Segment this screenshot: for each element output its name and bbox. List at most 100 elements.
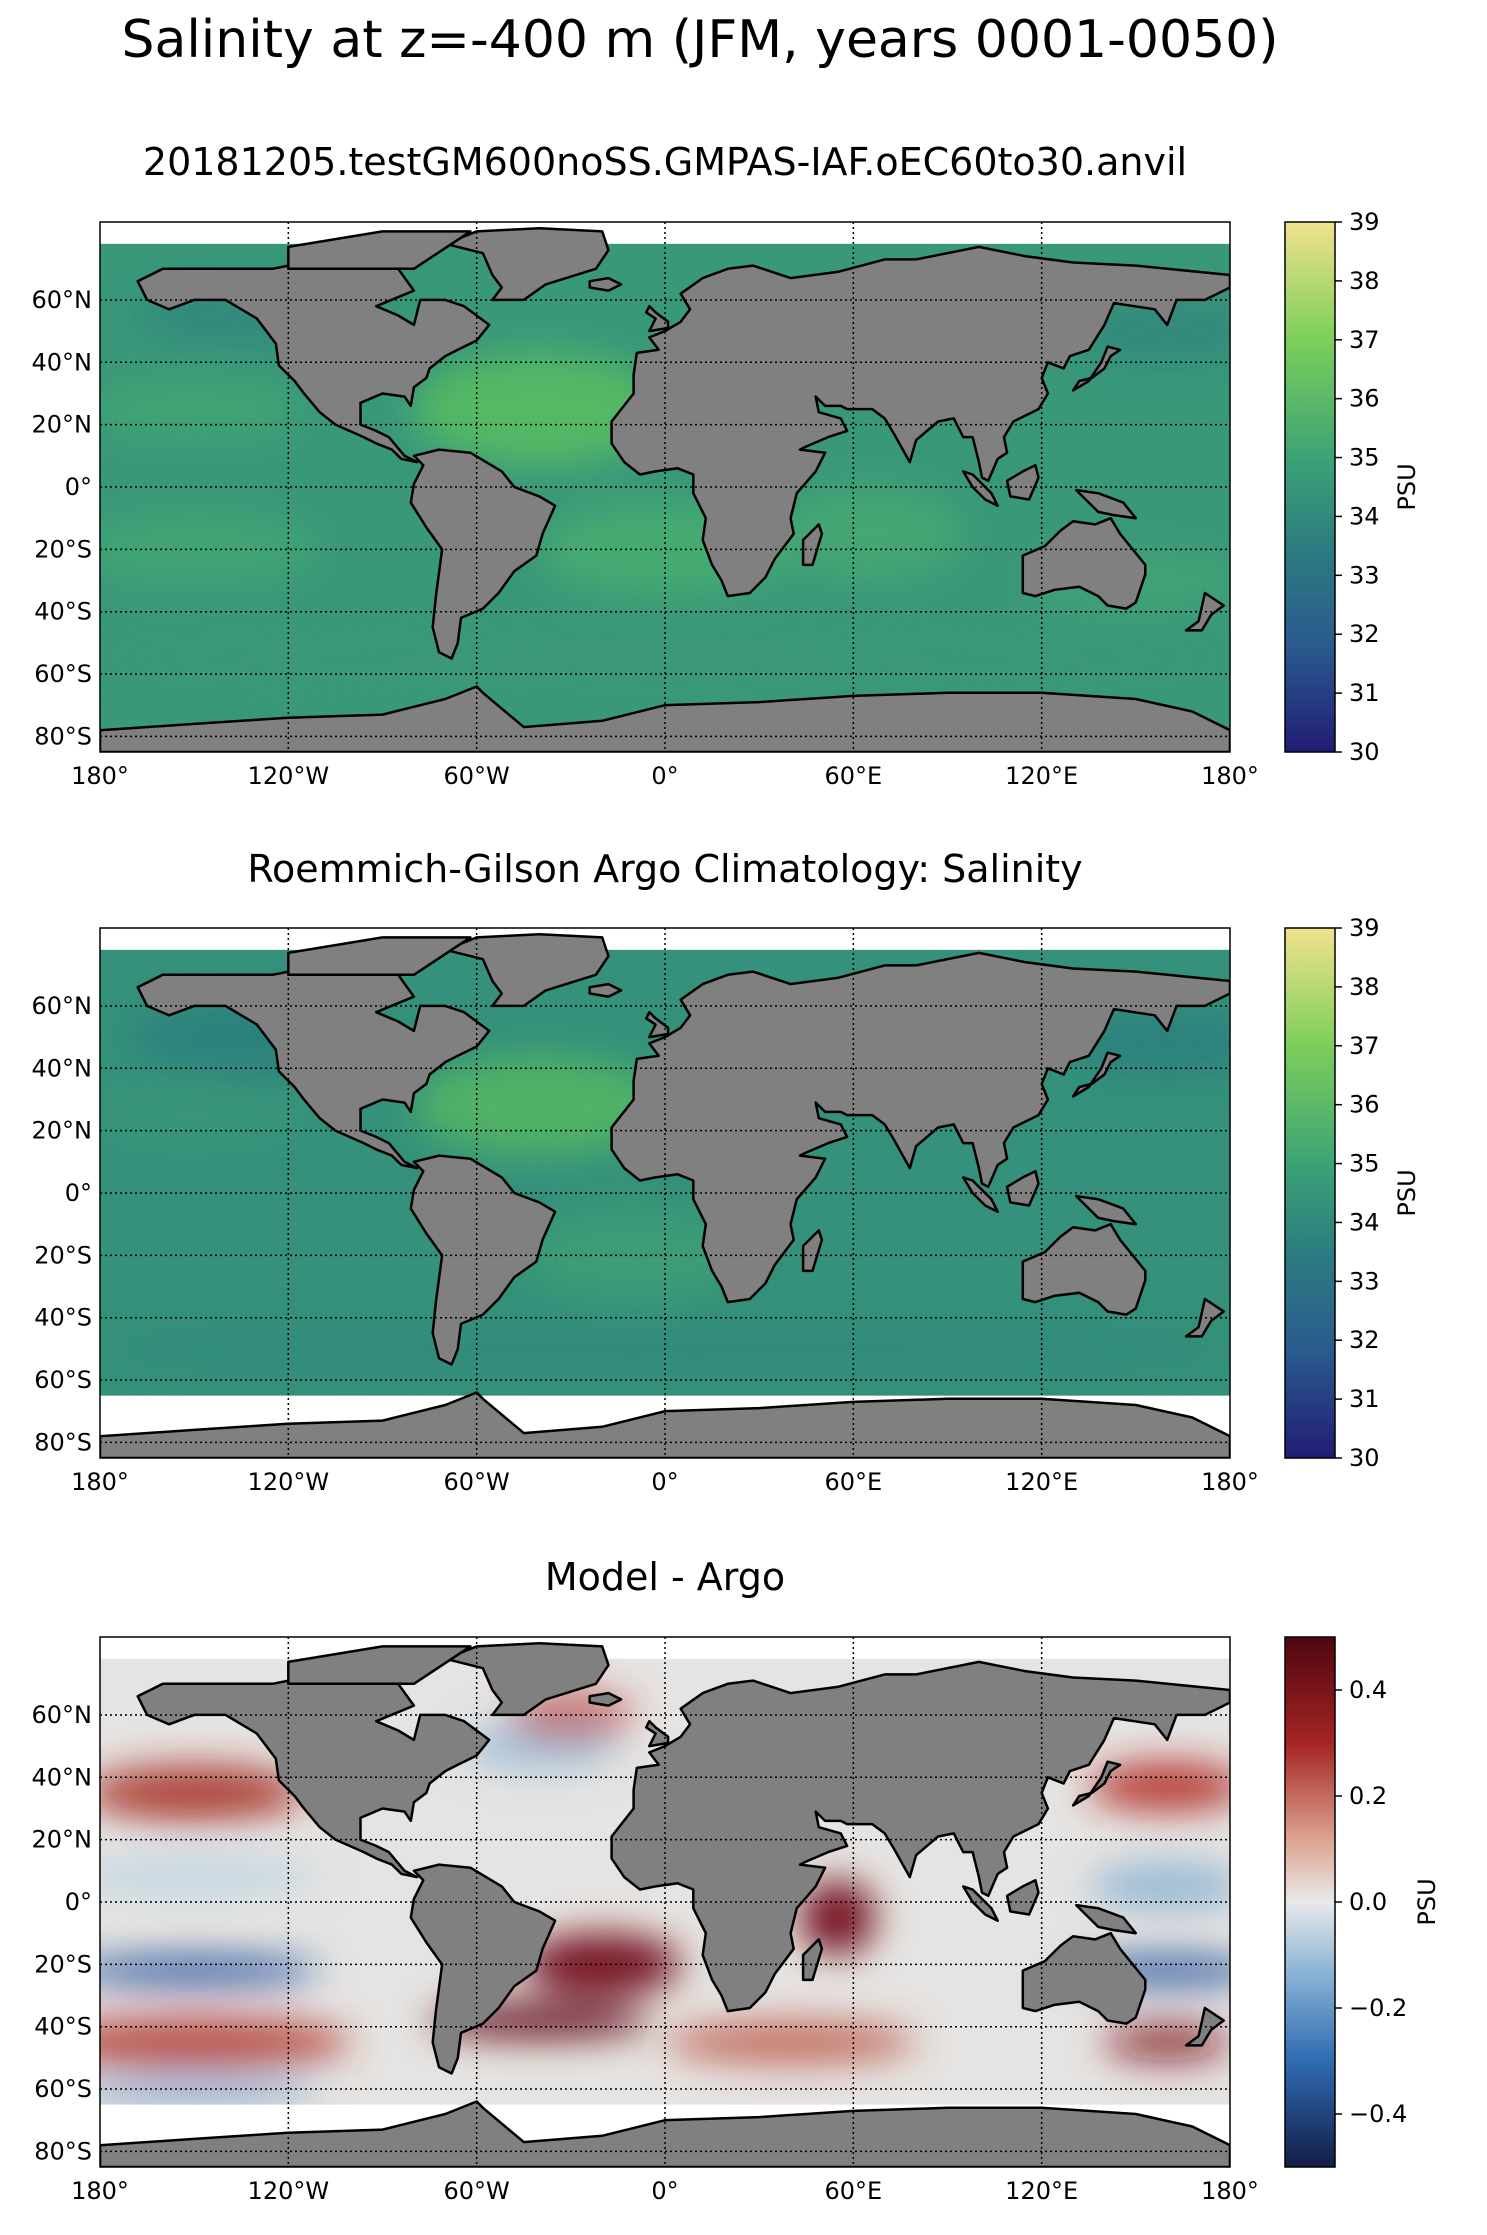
- land-madagascar: [801, 523, 824, 567]
- land-antarctica: [100, 1391, 1230, 1458]
- field-blob: [799, 1880, 876, 1955]
- field-blob: [100, 2017, 352, 2068]
- panel-1-title: 20181205.testGM600noSS.GMPAS-IAF.oEC60to…: [142, 140, 1188, 184]
- colorbar-tick-label: 35: [1349, 444, 1380, 472]
- panel-3-title: Model - Argo: [544, 1555, 786, 1599]
- figure-title: Salinity at z=-400 m (JFM, years 0001-00…: [121, 10, 1279, 70]
- panel-1-plot: 180° 120°W 60°W 0° 60°E 120°E 180° 60°N 40°N 20°N…: [32, 208, 1422, 790]
- y-tick-label: 80°S: [34, 722, 92, 750]
- x-tick-label: 120°W: [248, 2177, 330, 2205]
- land: [100, 932, 1230, 1458]
- colorbar-tick-label: 39: [1349, 208, 1380, 236]
- colorbar-label: PSU: [1393, 1169, 1421, 1216]
- plot-area: [100, 1637, 1230, 2167]
- colorbar-tick-label: 31: [1349, 679, 1380, 707]
- land-new-zealand: [1184, 591, 1225, 632]
- land-sumatra: [961, 1885, 999, 1922]
- land-north-america: [136, 1673, 491, 1879]
- y-tick-label: 60°N: [32, 1701, 93, 1729]
- land-new-guinea: [1074, 488, 1138, 520]
- x-tick-label: 180°: [1201, 762, 1259, 790]
- land-eurasia-africa: [610, 951, 1230, 1304]
- x-tick-label: 0°: [651, 1468, 678, 1496]
- colorbar-tick-label: 33: [1349, 1267, 1380, 1295]
- colorbar-tick-label: 32: [1349, 1326, 1380, 1354]
- colorbar: [1284, 1636, 1336, 2168]
- y-tick-label: 40°N: [32, 1054, 93, 1082]
- land-great-britain: [644, 1719, 670, 1748]
- colorbar-tick-label: 34: [1349, 1208, 1380, 1236]
- field-blob: [1088, 1861, 1230, 1912]
- y-tick-label: 20°S: [34, 1241, 92, 1269]
- field-blob: [100, 1955, 320, 1987]
- y-tick-label: 60°S: [34, 2075, 92, 2103]
- plot-area: [100, 928, 1230, 1458]
- land-great-britain: [644, 1010, 670, 1039]
- x-tick-label: 180°: [1201, 1468, 1259, 1496]
- land-arctic-islands: [287, 1645, 472, 1686]
- x-tick-label: 180°: [71, 762, 129, 790]
- colorbar-tick-label: 0.0: [1349, 1888, 1387, 1916]
- y-tick-label: 20°N: [32, 1826, 93, 1854]
- panel-2-plot: 180° 120°W 60°W 0° 60°E 120°E 180° 60°N 40°N 20°N…: [32, 914, 1422, 1496]
- x-tick-label: 120°W: [248, 1468, 330, 1496]
- colorbar-tick-label: 0.2: [1349, 1782, 1387, 1810]
- x-tick-label: 120°E: [1005, 762, 1078, 790]
- field-blob: [774, 487, 964, 581]
- land-australia: [1021, 1931, 1147, 2025]
- panel-3-plot: 180° 120°W 60°W 0° 60°E 120°E 180° 60°N 40°N 20°N…: [32, 1636, 1441, 2205]
- land: [100, 226, 1230, 752]
- land-new-zealand: [1184, 2006, 1225, 2047]
- y-tick-label: 40°N: [32, 1763, 93, 1791]
- land-antarctica: [100, 2100, 1230, 2167]
- colorbar: [1284, 221, 1336, 753]
- colorbar-tick-label: 35: [1349, 1150, 1380, 1178]
- land-north-america: [136, 964, 491, 1170]
- land-new-zealand: [1184, 1297, 1225, 1338]
- x-tick-label: 120°E: [1005, 1468, 1078, 1496]
- land-eurasia-africa: [610, 245, 1230, 598]
- land-sumatra: [961, 1176, 999, 1213]
- land-australia: [1021, 1222, 1147, 1316]
- land-north-america: [136, 258, 491, 464]
- y-tick-label: 60°N: [32, 992, 93, 1020]
- land-japan: [1071, 1760, 1122, 1807]
- y-tick-label: 20°S: [34, 535, 92, 563]
- x-tick-label: 60°W: [444, 2177, 510, 2205]
- land-south-america: [409, 1154, 557, 1366]
- colorbar-tick-label: 38: [1349, 267, 1380, 295]
- land: [100, 1641, 1230, 2167]
- y-tick-label: 0°: [65, 1888, 92, 1916]
- land-new-guinea: [1074, 1903, 1138, 1935]
- land-south-america: [409, 1863, 557, 2075]
- land-new-guinea: [1074, 1194, 1138, 1226]
- colorbar-tick-label: 30: [1349, 738, 1380, 766]
- land-greenland: [444, 932, 610, 1008]
- gridlines: [100, 222, 1230, 752]
- field-blob: [523, 1933, 681, 1996]
- land-eurasia-africa: [610, 1660, 1230, 2013]
- land-iceland: [588, 982, 623, 998]
- land-greenland: [444, 1641, 610, 1717]
- x-tick-label: 60°E: [824, 2177, 882, 2205]
- colorbar-tick-label: 38: [1349, 973, 1380, 1001]
- colorbar-label: PSU: [1393, 463, 1421, 510]
- x-tick-label: 120°W: [248, 762, 330, 790]
- panel-2-title: Roemmich-Gilson Argo Climatology: Salini…: [247, 847, 1083, 891]
- y-tick-label: 0°: [65, 473, 92, 501]
- land-great-britain: [644, 304, 670, 333]
- colorbar-tick-label: 37: [1349, 326, 1380, 354]
- land-borneo: [1005, 1878, 1040, 1916]
- y-tick-label: 60°S: [34, 1366, 92, 1394]
- x-tick-label: 60°E: [824, 1468, 882, 1496]
- colorbar-tick-label: −0.4: [1349, 2100, 1407, 2128]
- land-madagascar: [801, 1938, 824, 1982]
- y-tick-label: 60°S: [34, 660, 92, 688]
- land-iceland: [588, 1691, 623, 1707]
- x-tick-label: 180°: [71, 2177, 129, 2205]
- field-blob: [100, 511, 320, 587]
- field-blob: [100, 1858, 320, 1896]
- y-tick-label: 20°N: [32, 411, 93, 439]
- y-tick-label: 60°N: [32, 286, 93, 314]
- gridlines: [100, 1637, 1230, 2167]
